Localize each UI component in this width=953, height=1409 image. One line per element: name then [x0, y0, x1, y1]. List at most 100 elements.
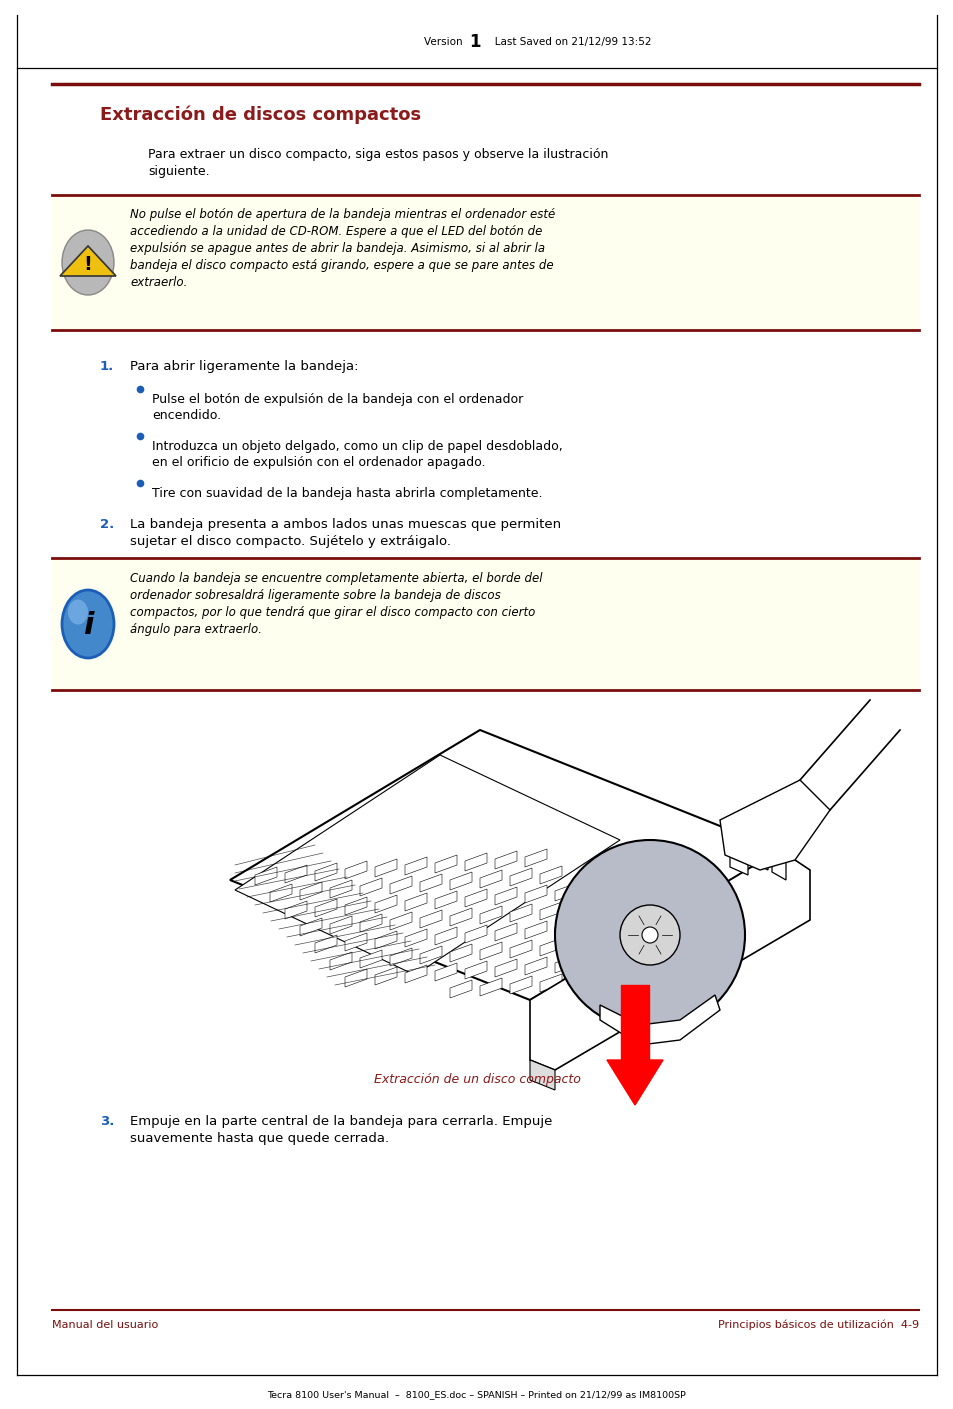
Polygon shape [375, 895, 396, 913]
Text: siguiente.: siguiente. [148, 165, 210, 178]
Text: Introduzca un objeto delgado, como un clip de papel desdoblado,: Introduzca un objeto delgado, como un cl… [152, 440, 562, 454]
Polygon shape [405, 965, 427, 983]
Polygon shape [539, 938, 561, 955]
Polygon shape [464, 924, 486, 943]
Polygon shape [464, 961, 486, 979]
FancyBboxPatch shape [52, 558, 918, 690]
Polygon shape [524, 850, 546, 867]
Polygon shape [375, 967, 396, 985]
Polygon shape [234, 755, 619, 975]
Text: Tire con suavidad de la bandeja hasta abrirla completamente.: Tire con suavidad de la bandeja hasta ab… [152, 488, 542, 500]
Text: Manual del usuario: Manual del usuario [52, 1320, 158, 1330]
Polygon shape [524, 885, 546, 903]
Polygon shape [510, 868, 532, 886]
Polygon shape [479, 978, 501, 996]
Polygon shape [606, 1060, 662, 1105]
Polygon shape [299, 882, 322, 900]
Polygon shape [510, 976, 532, 993]
Polygon shape [299, 919, 322, 936]
Polygon shape [345, 933, 367, 951]
Polygon shape [569, 936, 592, 954]
Polygon shape [405, 929, 427, 947]
Text: Cuando la bandeja se encuentre completamente abierta, el borde del: Cuando la bandeja se encuentre completam… [130, 572, 542, 585]
Text: Extracción de discos compactos: Extracción de discos compactos [100, 106, 420, 124]
Polygon shape [530, 850, 809, 1069]
Text: La bandeja presenta a ambos lados unas muescas que permiten: La bandeja presenta a ambos lados unas m… [130, 519, 560, 531]
FancyBboxPatch shape [52, 194, 918, 330]
Text: encendido.: encendido. [152, 409, 221, 423]
Polygon shape [285, 865, 307, 883]
Polygon shape [230, 730, 780, 1000]
Polygon shape [569, 900, 592, 919]
Polygon shape [405, 893, 427, 912]
Polygon shape [254, 867, 276, 885]
Polygon shape [450, 872, 472, 890]
Polygon shape [345, 898, 367, 914]
Text: Tecra 8100 User's Manual  –  8100_ES.doc – SPANISH – Printed on 21/12/99 as IM81: Tecra 8100 User's Manual – 8100_ES.doc –… [267, 1391, 686, 1399]
Polygon shape [435, 962, 456, 981]
Circle shape [555, 840, 744, 1030]
Polygon shape [375, 931, 396, 950]
Polygon shape [495, 888, 517, 905]
Polygon shape [555, 955, 577, 974]
Text: Para abrir ligeramente la bandeja:: Para abrir ligeramente la bandeja: [130, 361, 358, 373]
Polygon shape [375, 859, 396, 876]
Polygon shape [345, 861, 367, 879]
Polygon shape [495, 960, 517, 976]
Polygon shape [285, 900, 307, 919]
Polygon shape [330, 916, 352, 934]
Text: Version: Version [423, 37, 469, 46]
Polygon shape [720, 781, 829, 869]
Polygon shape [314, 936, 336, 952]
Polygon shape [314, 862, 336, 881]
Circle shape [641, 927, 658, 943]
Text: Empuje en la parte central de la bandeja para cerrarla. Empuje: Empuje en la parte central de la bandeja… [130, 1115, 552, 1129]
Text: sujetar el disco compacto. Sujételo y extráigalo.: sujetar el disco compacto. Sujételo y ex… [130, 535, 451, 548]
Text: bandeja el disco compacto está girando, espere a que se pare antes de: bandeja el disco compacto está girando, … [130, 259, 553, 272]
Polygon shape [390, 948, 412, 967]
Ellipse shape [62, 590, 113, 658]
Text: i: i [83, 612, 93, 641]
Polygon shape [359, 914, 381, 931]
Polygon shape [464, 852, 486, 871]
Text: Para extraer un disco compacto, siga estos pasos y observe la ilustración: Para extraer un disco compacto, siga est… [148, 148, 608, 161]
Text: accediendo a la unidad de CD-ROM. Espere a que el LED del botón de: accediendo a la unidad de CD-ROM. Espere… [130, 225, 542, 238]
Text: compactos, por lo que tendrá que girar el disco compacto con cierto: compactos, por lo que tendrá que girar e… [130, 606, 535, 619]
Polygon shape [479, 906, 501, 924]
Polygon shape [524, 921, 546, 938]
Text: en el orificio de expulsión con el ordenador apagado.: en el orificio de expulsión con el orden… [152, 457, 485, 469]
Text: ángulo para extraerlo.: ángulo para extraerlo. [130, 623, 262, 635]
Polygon shape [330, 952, 352, 969]
Polygon shape [390, 912, 412, 930]
Polygon shape [569, 972, 592, 991]
Polygon shape [450, 944, 472, 962]
Polygon shape [390, 876, 412, 893]
Polygon shape [419, 945, 441, 964]
Polygon shape [555, 883, 577, 900]
Polygon shape [330, 881, 352, 898]
Text: 3.: 3. [100, 1115, 114, 1129]
Text: 1.: 1. [100, 361, 114, 373]
Polygon shape [530, 1060, 555, 1091]
Text: Principios básicos de utilización  4-9: Principios básicos de utilización 4-9 [717, 1320, 918, 1330]
Polygon shape [60, 247, 116, 276]
Polygon shape [539, 867, 561, 883]
Polygon shape [584, 917, 606, 936]
Text: suavemente hasta que quede cerrada.: suavemente hasta que quede cerrada. [130, 1131, 389, 1146]
Polygon shape [555, 919, 577, 937]
Text: No pulse el botón de apertura de la bandeja mientras el ordenador esté: No pulse el botón de apertura de la band… [130, 209, 555, 221]
Polygon shape [464, 889, 486, 907]
Polygon shape [479, 943, 501, 960]
Polygon shape [314, 899, 336, 917]
Circle shape [619, 905, 679, 965]
Polygon shape [270, 883, 292, 902]
Polygon shape [435, 855, 456, 874]
Text: Pulse el botón de expulsión de la bandeja con el ordenador: Pulse el botón de expulsión de la bandej… [152, 393, 522, 406]
Polygon shape [524, 957, 546, 975]
Polygon shape [495, 923, 517, 941]
Polygon shape [359, 878, 381, 896]
Ellipse shape [68, 599, 88, 624]
Polygon shape [435, 927, 456, 945]
Text: extraerlo.: extraerlo. [130, 276, 187, 289]
Polygon shape [539, 902, 561, 920]
